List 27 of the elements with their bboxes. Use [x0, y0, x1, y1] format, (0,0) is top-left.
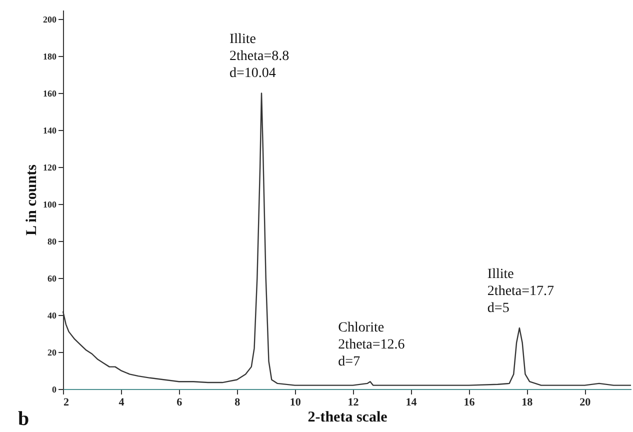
annotation: Chlorite 2theta=12.6 d=7	[338, 320, 405, 370]
x-tick-label: 10	[290, 396, 302, 408]
x-tick-label: 20	[580, 396, 592, 408]
x-tick-label: 18	[522, 396, 534, 408]
x-tick-label: 2	[64, 396, 70, 408]
y-tick-label: 120	[43, 162, 57, 173]
x-tick-label: 14	[406, 396, 418, 408]
text: b	[18, 408, 30, 430]
x-tick-label: 4	[118, 396, 125, 408]
y-tick-label: 40	[48, 310, 57, 321]
x-axis-title: 2-theta scale	[308, 410, 388, 426]
y-tick-label: 140	[43, 126, 57, 136]
x-tick-label: 16	[464, 396, 476, 408]
y-tick-label: 200	[43, 14, 57, 25]
y-axis-title: L in counts	[24, 164, 40, 236]
y-tick-label: 80	[48, 236, 57, 247]
y-tick-label: 100	[43, 200, 57, 210]
annotation: Illite 2theta=17.7 d=5	[487, 266, 554, 316]
y-tick-label: 20	[48, 348, 57, 358]
y-tick-label: 160	[43, 88, 57, 99]
x-tick-label: 12	[348, 396, 360, 408]
x-tick-label: 6	[176, 396, 183, 408]
annotation: Illite 2theta=8.8 d=10.04	[230, 32, 290, 82]
x-tick-label: 8	[234, 396, 241, 408]
y-tick-label: 0	[52, 384, 57, 394]
y-tick-label: 180	[43, 52, 57, 62]
y-tick-label: 60	[48, 274, 57, 284]
